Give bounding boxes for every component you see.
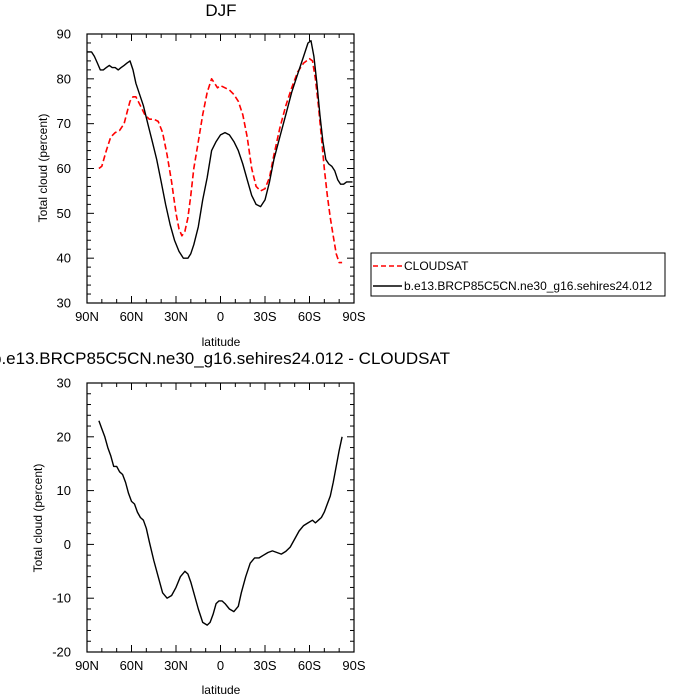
y-axis-label: Total cloud (percent): [31, 464, 45, 573]
y-tick-label: 30: [57, 376, 71, 391]
series-line-model: [98, 420, 343, 626]
y-tick-label: 70: [57, 116, 71, 131]
x-tick-label: 30N: [164, 309, 188, 324]
chart-title: DJF: [205, 1, 236, 20]
series-line-cloudsat: [98, 57, 343, 264]
chart-djf: DJF latitude Total cloud (percent) 90N 60…: [36, 1, 666, 349]
y-tick-label: 10: [57, 483, 71, 498]
y-tick-label: 40: [57, 251, 71, 266]
y-tick-label: -20: [52, 645, 71, 660]
axis-ticks: 90N 60N 30N 0 30S 60S 90S 30 40 50 60 70 80 90: [57, 27, 366, 325]
legend-label-model: b.e13.BRCP85C5CN.ne30_g16.sehires24.012: [404, 279, 652, 293]
y-tick-label: 90: [57, 27, 71, 42]
plot-frame: [86, 382, 355, 653]
series-line-model: [87, 40, 353, 259]
plot-frame: [86, 33, 355, 304]
axis-ticks: 90N 60N 30N 0 30S 60S 90S -20 -10 0 10 20 30: [52, 376, 366, 674]
plot-lines: [87, 40, 353, 264]
y-tick-label: 60: [57, 161, 71, 176]
x-tick-label: 0: [217, 658, 224, 673]
x-tick-label: 60S: [298, 309, 321, 324]
legend-box: [370, 252, 666, 297]
legend: CLOUDSAT b.e13.BRCP85C5CN.ne30_g16.sehir…: [370, 252, 666, 297]
y-tick-label: 30: [57, 296, 71, 311]
legend-label-cloudsat: CLOUDSAT: [404, 259, 469, 273]
x-tick-label: 90N: [75, 309, 99, 324]
x-axis-label: latitude: [202, 683, 241, 697]
y-axis-label: Total cloud (percent): [36, 114, 50, 223]
plot-lines: [98, 420, 343, 626]
x-tick-label: 90S: [342, 309, 365, 324]
chart-title: b.e13.BRCP85C5CN.ne30_g16.sehires24.012 …: [0, 349, 450, 368]
x-tick-label: 60N: [120, 309, 144, 324]
y-tick-label: 50: [57, 206, 71, 221]
y-tick-label: 0: [64, 537, 71, 552]
x-tick-label: 90S: [342, 658, 365, 673]
x-axis-label: latitude: [202, 335, 241, 349]
y-tick-label: 80: [57, 71, 71, 86]
x-tick-label: 60S: [298, 658, 321, 673]
x-tick-label: 30S: [253, 658, 276, 673]
chart-difference: b.e13.BRCP85C5CN.ne30_g16.sehires24.012 …: [0, 349, 450, 697]
y-tick-label: 20: [57, 429, 71, 444]
x-tick-label: 90N: [75, 658, 99, 673]
x-tick-label: 0: [217, 309, 224, 324]
x-tick-label: 30S: [253, 309, 276, 324]
y-tick-label: -10: [52, 591, 71, 606]
x-tick-label: 60N: [120, 658, 144, 673]
x-tick-label: 30N: [164, 658, 188, 673]
